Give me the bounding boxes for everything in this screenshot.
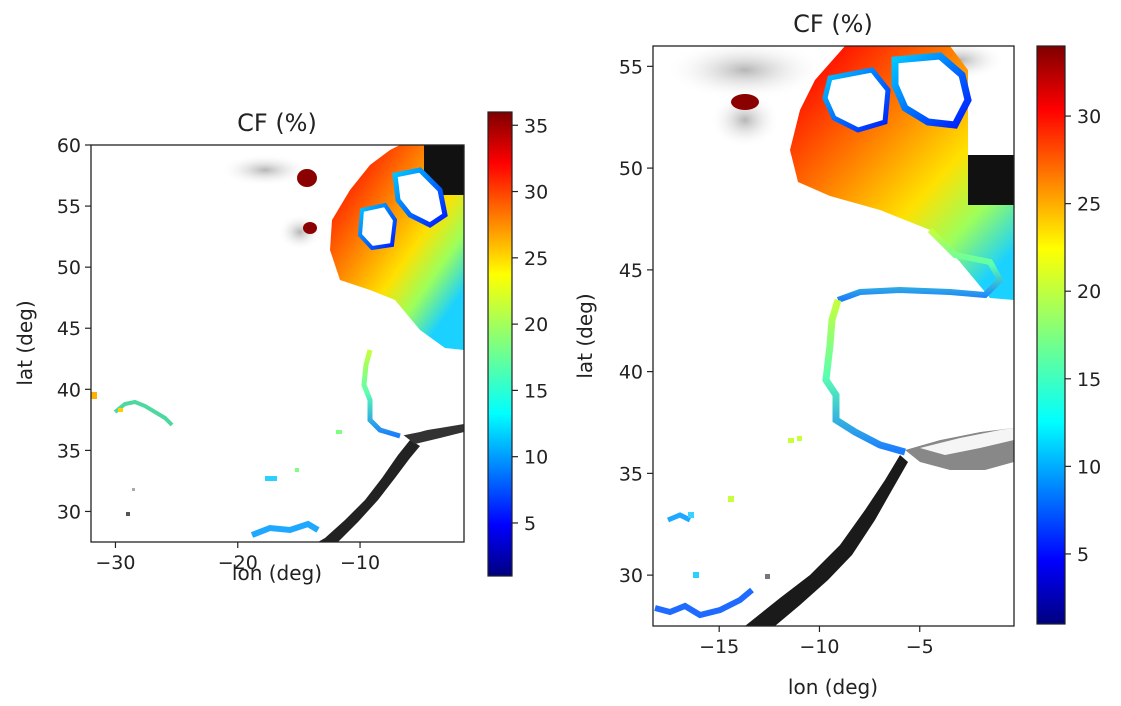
y-tick-label: 30 xyxy=(57,501,81,523)
y-tick-label: 40 xyxy=(619,362,643,384)
colorbar-tick-label: 35 xyxy=(524,115,548,137)
x-tick-label: −15 xyxy=(699,636,739,658)
right-map-panel: CF (%) lon (deg) lat (deg) −15 −10 −5 30 35 4… xyxy=(573,10,1101,699)
y-tick-label: 40 xyxy=(57,379,81,401)
colorbar-tick-label: 25 xyxy=(1077,194,1101,216)
right-gray-patch xyxy=(710,92,780,148)
colorbar-tick-label: 5 xyxy=(1077,544,1089,566)
y-tick-label: 50 xyxy=(619,158,643,180)
y-tick-label: 50 xyxy=(57,257,81,279)
right-africa-coast-shading xyxy=(745,455,908,626)
y-tick-label: 35 xyxy=(619,463,643,485)
left-axis-ticks: −30 −20 −10 30 35 40 45 50 55 60 xyxy=(57,135,380,574)
right-x-axis-label: lon (deg) xyxy=(788,675,878,699)
colorbar-tick-label: 10 xyxy=(1077,456,1101,478)
y-tick-label: 55 xyxy=(619,56,643,78)
right-gray-patch xyxy=(665,46,825,100)
x-tick-label: −30 xyxy=(95,552,135,574)
left-y-axis-label: lat (deg) xyxy=(13,300,37,385)
colorbar-tick-label: 20 xyxy=(524,314,548,336)
right-map-title: CF (%) xyxy=(793,10,873,38)
left-map-title: CF (%) xyxy=(237,109,317,137)
left-axes-frame xyxy=(90,144,465,543)
left-x-axis-label: lon (deg) xyxy=(232,561,322,585)
right-colorbar xyxy=(1036,45,1066,625)
x-tick-label: −10 xyxy=(799,636,839,658)
y-tick-label: 45 xyxy=(57,318,81,340)
left-hotspot xyxy=(297,169,317,187)
right-land-block xyxy=(968,155,1014,205)
left-island xyxy=(360,205,395,248)
left-speck xyxy=(265,476,277,481)
left-iberia-land xyxy=(364,350,464,436)
colorbar-tick-label: 20 xyxy=(1077,281,1101,303)
y-tick-label: 45 xyxy=(619,260,643,282)
colorbar-tick-label: 25 xyxy=(524,248,548,270)
x-tick-label: −5 xyxy=(906,636,934,658)
x-tick-label: −10 xyxy=(340,552,380,574)
right-hotspot xyxy=(731,94,759,110)
right-axis-ticks: −15 −10 −5 30 35 40 45 50 55 xyxy=(619,56,934,658)
right-iberia-land xyxy=(828,300,1014,450)
right-y-axis-label: lat (deg) xyxy=(573,293,597,378)
y-tick-label: 35 xyxy=(57,440,81,462)
right-island xyxy=(895,56,968,125)
left-colorbar-ticks: 5 10 15 20 25 30 35 xyxy=(512,115,548,535)
left-colorbar xyxy=(487,111,513,577)
y-tick-label: 55 xyxy=(57,196,81,218)
right-colorbar-ticks: 5 10 15 20 25 30 xyxy=(1065,106,1101,566)
left-gray-patch xyxy=(278,214,322,250)
right-axes-frame xyxy=(652,45,1015,627)
left-gibraltar-shading xyxy=(402,424,464,444)
left-africa-coast-shading xyxy=(318,440,420,542)
left-gray-patch xyxy=(220,154,310,186)
y-tick-label: 60 xyxy=(57,135,81,157)
left-speck xyxy=(91,392,97,399)
x-tick-label: −20 xyxy=(218,552,258,574)
left-map-panel: CF (%) lon (deg) lat (deg) −30 −20 −10 30 35… xyxy=(13,109,548,585)
colorbar-tick-label: 5 xyxy=(524,513,536,535)
right-island xyxy=(825,70,888,130)
colorbar-tick-label: 15 xyxy=(1077,369,1101,391)
left-hotspot xyxy=(303,222,317,234)
left-map-field xyxy=(91,145,464,542)
colorbar-tick-label: 15 xyxy=(524,380,548,402)
colorbar-tick-label: 30 xyxy=(1077,106,1101,128)
right-map-field xyxy=(653,46,1014,626)
colorbar-tick-label: 10 xyxy=(524,447,548,469)
y-tick-label: 30 xyxy=(619,565,643,587)
colorbar-tick-label: 30 xyxy=(524,182,548,204)
